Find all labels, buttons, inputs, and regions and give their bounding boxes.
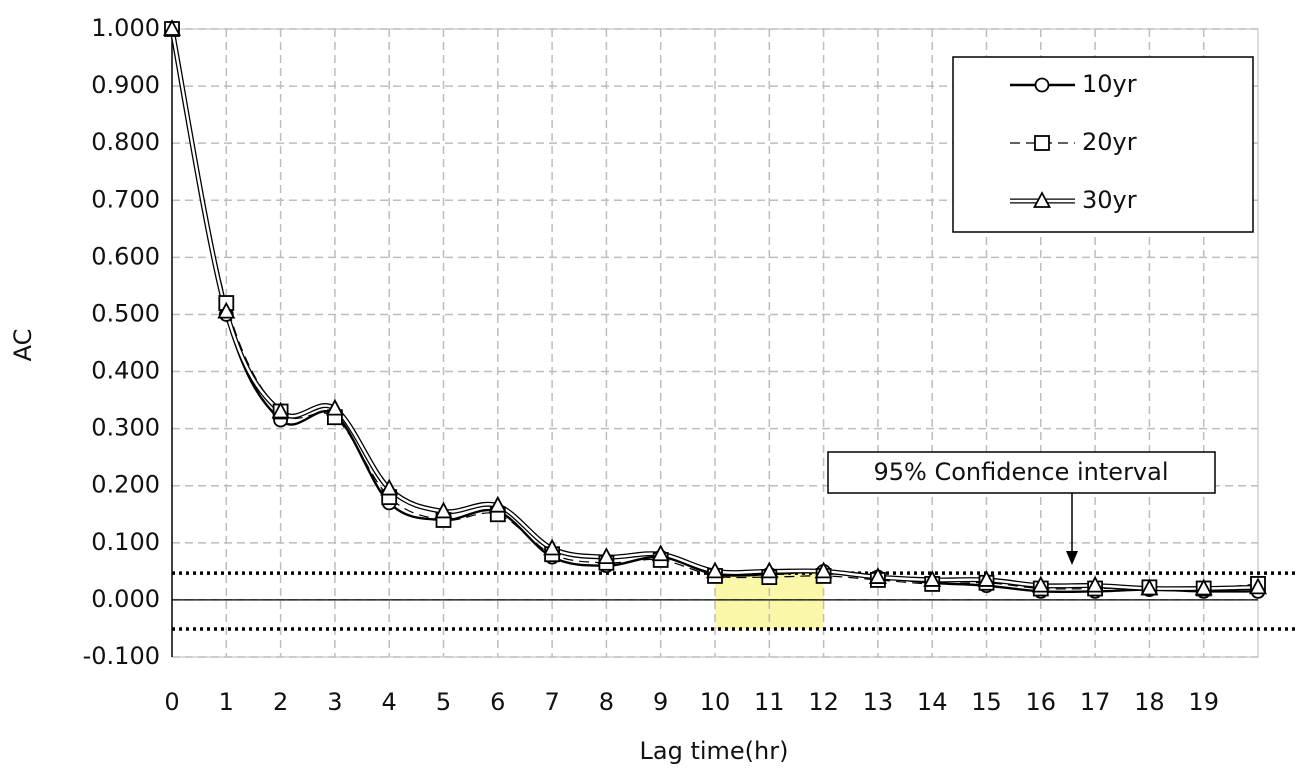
marker — [543, 538, 562, 556]
y-axis-label: AC — [9, 329, 37, 362]
marker — [1032, 191, 1052, 208]
x-tick-label: 17 — [1080, 688, 1111, 716]
marker — [814, 561, 833, 579]
y-tick-label: 0.800 — [91, 128, 160, 156]
y-tick-label: 0.600 — [91, 242, 160, 270]
legend: 10yr 20yr 30yr — [952, 56, 1254, 233]
x-axis-label: Lag time(hr) — [640, 737, 789, 765]
marker — [1034, 135, 1050, 151]
annotation-arrowhead — [1066, 551, 1078, 565]
x-tick-label: 12 — [808, 688, 839, 716]
x-tick-label: 19 — [1188, 688, 1219, 716]
y-tick-label: 0.300 — [91, 414, 160, 442]
marker — [271, 401, 290, 419]
marker — [1034, 77, 1050, 93]
y-tick-label: 1.000 — [91, 14, 160, 42]
marker — [597, 547, 616, 564]
y-tick-label: 0.000 — [91, 585, 160, 613]
x-tick-label: 2 — [273, 688, 288, 716]
x-tick-label: 8 — [599, 688, 614, 716]
marker — [1031, 575, 1050, 593]
marker — [651, 544, 670, 562]
x-tick-label: 1 — [219, 688, 234, 716]
y-tick-label: 0.900 — [91, 71, 160, 99]
annotation: 95% Confidence interval — [873, 458, 1168, 486]
marker — [1086, 575, 1105, 593]
y-tick-label: 0.200 — [91, 471, 160, 499]
x-tick-label: 6 — [490, 688, 505, 716]
x-tick-label: 9 — [653, 688, 668, 716]
legend-box — [952, 56, 1254, 233]
x-tick-label: 5 — [436, 688, 451, 716]
x-tick-label: 11 — [754, 688, 785, 716]
legend-label: 30yr — [1082, 186, 1137, 214]
x-tick-label: 18 — [1134, 688, 1165, 716]
marker — [380, 478, 399, 496]
marker — [1248, 577, 1268, 595]
x-tick-label: 10 — [700, 688, 731, 716]
legend-label: 10yr — [1082, 70, 1137, 98]
x-tick-label: 4 — [382, 688, 397, 716]
marker — [217, 301, 236, 319]
y-tick-label: 0.700 — [91, 185, 160, 213]
legend-label: 20yr — [1082, 128, 1137, 156]
x-tick-label: 13 — [863, 688, 894, 716]
annotation-box — [827, 451, 1216, 494]
x-tick-label: 14 — [917, 688, 948, 716]
x-tick-label: 7 — [544, 688, 559, 716]
x-tick-label: 0 — [164, 688, 179, 716]
x-tick-label: 3 — [327, 688, 342, 716]
marker — [705, 561, 725, 579]
marker — [923, 570, 942, 587]
marker — [434, 501, 453, 519]
marker — [977, 570, 996, 587]
y-tick-label: -0.100 — [83, 642, 160, 670]
marker — [760, 561, 779, 579]
y-tick-label: 0.500 — [91, 299, 160, 327]
marker — [488, 495, 507, 513]
marker — [162, 19, 182, 36]
x-tick-label: 16 — [1026, 688, 1057, 716]
marker — [868, 567, 887, 584]
y-tick-label: 0.400 — [91, 357, 160, 385]
marker — [1194, 578, 1213, 596]
marker — [325, 398, 344, 416]
marker — [1140, 578, 1159, 596]
y-tick-label: 0.100 — [91, 528, 160, 556]
x-tick-label: 15 — [971, 688, 1002, 716]
